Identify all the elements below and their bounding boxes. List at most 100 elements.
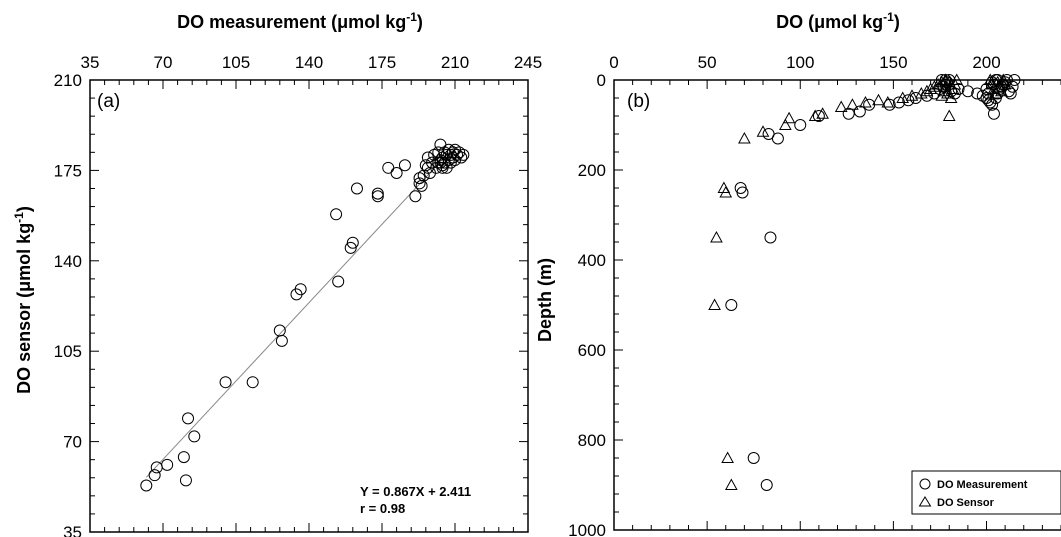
data-point-triangle [710, 230, 723, 243]
x-tick-label: 0 [609, 53, 618, 72]
panel-b-y-tick-labels: 0 200 400 600 800 1000 [568, 71, 606, 537]
data-point-circle [398, 159, 411, 172]
legend-item-measurement: DO Measurement [937, 479, 1028, 491]
x-tick-label: 35 [81, 53, 100, 72]
legend-triangle-marker [918, 496, 932, 507]
panel-b-y-axis-title: Depth (m) [535, 258, 555, 342]
data-point-circle [409, 190, 422, 203]
data-point-circle [892, 96, 905, 109]
panel-b-data-points [708, 73, 1021, 491]
data-point-circle [1002, 85, 1015, 98]
data-point-circle [382, 161, 395, 174]
data-point-triangle [993, 80, 1006, 92]
y-tick-label: 400 [578, 251, 606, 270]
data-point-circle [371, 190, 384, 203]
x-tick-label: 100 [786, 53, 814, 72]
x-tick-label: 50 [698, 53, 717, 72]
y-tick-label: 105 [54, 342, 82, 361]
data-point-circle [219, 376, 232, 389]
data-point-circle [140, 479, 153, 492]
data-point-circle [747, 452, 760, 464]
data-point-circle [853, 105, 866, 118]
x-tick-label: 175 [368, 53, 396, 72]
panel-a-regression-line [145, 145, 456, 478]
panel-a-plot-frame [89, 79, 529, 533]
data-point-circle [771, 132, 784, 145]
legend-box [911, 470, 1061, 515]
panel-b-label: (b) [627, 91, 650, 112]
x-tick-label: 70 [154, 53, 173, 72]
data-point-circle [987, 107, 1000, 120]
panel-a-x-axis-title: DO measurement (μmol kg-1) [177, 10, 423, 32]
data-point-triangle [738, 131, 751, 144]
data-point-circle [883, 98, 896, 111]
data-point-triangle [719, 185, 733, 198]
data-point-circle [902, 94, 915, 107]
data-point-circle [982, 87, 995, 100]
y-tick-label: 175 [54, 161, 82, 180]
x-tick-label: 245 [514, 53, 542, 72]
panel-b-plot-frame [613, 79, 1061, 531]
panel-a-x-tick-labels: 35 70 105 140 175 210 245 [81, 53, 543, 72]
data-point-circle [952, 83, 965, 95]
x-tick-label: 200 [972, 53, 1000, 72]
data-point-circle [986, 98, 999, 111]
data-point-circle [982, 94, 995, 107]
data-point-circle [346, 236, 359, 249]
data-point-triangle [944, 91, 958, 103]
data-point-circle [1004, 87, 1017, 100]
panel-b-scatter-chart: 0 50 100 150 200 0 200 400 600 800 1000 DO (μmol … [535, 10, 1061, 537]
data-point-triangle [779, 118, 792, 130]
panel-b-ticks [613, 79, 1061, 531]
data-point-triangle [872, 93, 885, 106]
x-tick-label: 210 [441, 53, 469, 72]
data-point-triangle [995, 84, 1008, 97]
data-point-circle [150, 461, 163, 474]
y-tick-label: 70 [63, 433, 82, 452]
y-tick-label: 0 [597, 71, 606, 90]
data-point-triangle [816, 107, 829, 119]
data-point-circle [961, 85, 974, 98]
data-point-circle [455, 151, 468, 164]
data-point-circle [350, 182, 363, 195]
data-point-circle [760, 479, 773, 491]
panel-a-equation: Y = 0.867X + 2.411 [360, 484, 471, 499]
data-point-triangle [724, 478, 738, 490]
data-point-circle [413, 177, 426, 190]
legend-circle-marker [919, 478, 931, 490]
data-point-circle [332, 275, 345, 288]
panel-a-label: (a) [97, 91, 120, 112]
y-tick-label: 200 [578, 161, 606, 180]
legend-item-sensor: DO Sensor [937, 497, 995, 509]
data-point-triangle [708, 298, 721, 310]
panel-b-x-axis-title: DO (μmol kg-1) [776, 10, 900, 32]
y-tick-label: 600 [578, 341, 606, 360]
data-point-circle [948, 87, 961, 100]
data-point-triangle [834, 100, 848, 112]
data-point-circle [275, 334, 288, 347]
y-tick-label: 210 [54, 71, 82, 90]
panel-a-y-axis-title: DO sensor (μmol kg-1) [12, 206, 34, 394]
data-point-triangle [859, 95, 872, 108]
panel-a-scatter-chart: 35 70 105 140 175 210 245 35 70 105 140 175 210 DO … [12, 10, 542, 537]
data-point-triangle [721, 451, 734, 463]
data-point-circle [863, 98, 876, 111]
data-point-circle [434, 156, 447, 169]
x-tick-label: 150 [879, 53, 907, 72]
data-point-circle [179, 474, 192, 487]
data-point-circle [330, 208, 343, 221]
data-point-circle [294, 283, 307, 296]
data-point-triangle [782, 111, 796, 124]
data-point-circle [177, 451, 190, 464]
y-tick-label: 140 [54, 252, 82, 271]
data-point-circle [812, 110, 825, 122]
data-point-circle [188, 430, 201, 443]
panel-a-data-points [140, 138, 470, 492]
data-point-circle [457, 148, 470, 161]
data-point-circle [182, 412, 195, 425]
data-point-circle [390, 166, 403, 179]
data-point-circle [161, 458, 174, 471]
panel-a-y-tick-labels: 35 70 105 140 175 210 [54, 71, 82, 537]
x-tick-label: 105 [222, 53, 250, 72]
